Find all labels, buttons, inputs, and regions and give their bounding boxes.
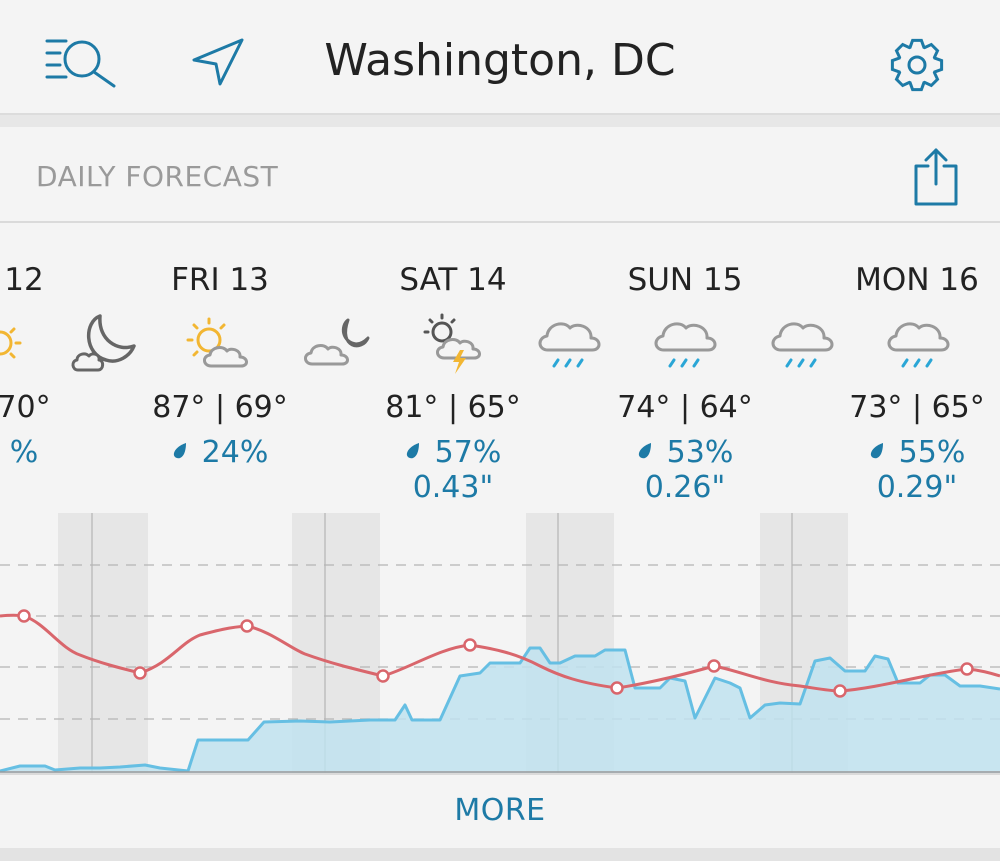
rain-icon [887, 322, 950, 368]
rain-icon [538, 322, 601, 368]
forecast-chart[interactable] [0, 513, 1000, 773]
day-column[interactable]: FRI 13 87° | 69° 24% [110, 255, 330, 510]
day-precip-amount: 0.26" [644, 470, 726, 505]
day-precip-chance: % [9, 435, 39, 470]
day-temps: 74° | 64° [617, 390, 753, 425]
temperature-line [0, 613, 1000, 693]
day-column[interactable]: MON 16 73° | 65° 55% 0.29" [807, 255, 1000, 510]
search-list-icon[interactable] [44, 36, 118, 90]
header-divider [0, 115, 1000, 127]
section-title: DAILY FORECAST [36, 160, 279, 193]
share-icon[interactable] [912, 146, 960, 208]
day-label: 12 [4, 262, 44, 298]
raindrop-icon [173, 442, 186, 458]
raindrop-icon [870, 442, 883, 458]
moon-cloud-icon [304, 318, 370, 366]
page-title: Washington, DC [324, 35, 676, 86]
sun-icon [0, 327, 22, 359]
raindrop-icon [638, 442, 651, 458]
day-precip-amount: 0.43" [412, 470, 494, 505]
precip-line [0, 646, 1000, 773]
day-precip-chance: 24% [110, 433, 330, 473]
top-bar: Washington, DC [0, 0, 1000, 115]
section-header [0, 127, 1000, 223]
day-label: FRI 13 [171, 262, 269, 298]
temperature-markers [17, 609, 974, 698]
footer-strip [0, 848, 1000, 861]
moon-cloud-icon [71, 314, 136, 372]
rain-icon [771, 322, 834, 368]
precip-area [0, 648, 1000, 773]
day-precip-chance: 57% [343, 433, 563, 473]
more-button[interactable]: MORE [0, 773, 1000, 848]
day-temps: 70° [0, 390, 51, 425]
thunderstorm-icon [423, 313, 481, 374]
rain-icon [654, 322, 717, 368]
day-temps: 73° | 65° [849, 390, 985, 425]
day-column[interactable]: SAT 14 81° | 65° 57% 0.43" [343, 255, 563, 510]
day-temps: 87° | 69° [152, 390, 288, 425]
day-column[interactable]: SUN 15 74° | 64° 53% 0.26" [575, 255, 795, 510]
gear-icon[interactable] [888, 36, 946, 94]
day-label: MON 16 [855, 262, 979, 298]
partly-sunny-icon [186, 317, 248, 368]
day-label: SUN 15 [627, 262, 743, 298]
day-column[interactable]: 12 70° % [0, 255, 134, 510]
day-precip-chance: 55% [807, 433, 1000, 473]
location-arrow-icon[interactable] [190, 36, 246, 88]
day-precip-chance: 53% [575, 433, 795, 473]
day-label: SAT 14 [399, 262, 507, 298]
raindrop-icon [406, 442, 419, 458]
day-temps: 81° | 65° [385, 390, 521, 425]
day-precip-amount: 0.29" [876, 470, 958, 505]
